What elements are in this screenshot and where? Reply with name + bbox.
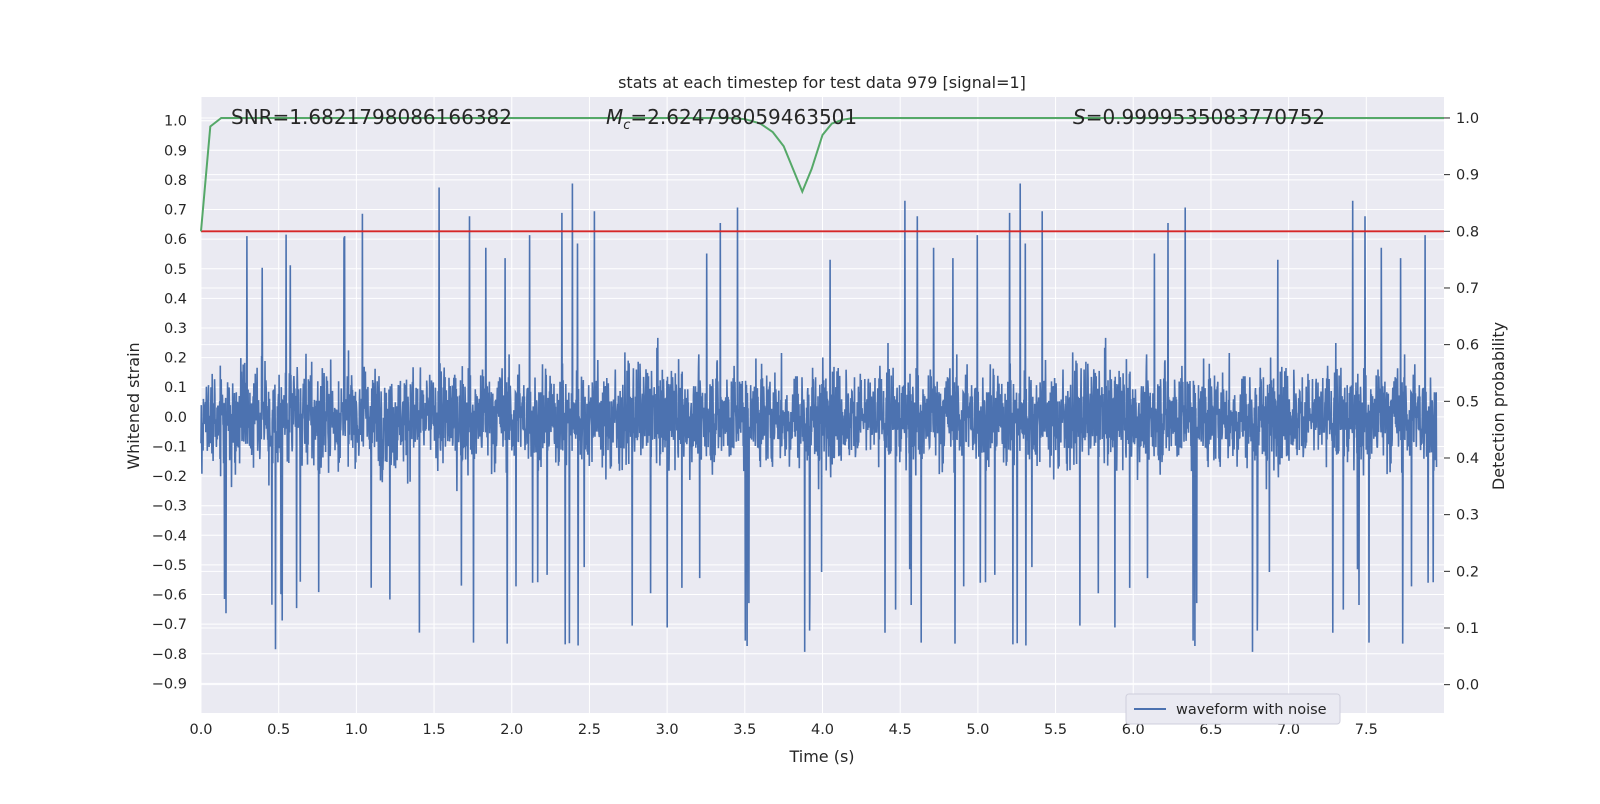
left-y-tick-label: 0.1 (164, 380, 187, 396)
x-tick-label: 6.0 (1122, 722, 1145, 738)
right-y-tick-label: 0.0 (1456, 678, 1479, 694)
left-y-tick-label: 0.5 (164, 262, 187, 278)
left-y-tick-label: 1.0 (164, 114, 187, 130)
score-annotation: S=0.9999535083770752 (1073, 105, 1325, 129)
chart-title: stats at each timestep for test data 979… (618, 73, 1026, 92)
left-y-tick-label: −0.7 (152, 617, 187, 633)
right-y-tick-label: 0.2 (1456, 564, 1479, 580)
right-y-tick-label: 0.3 (1456, 508, 1479, 524)
x-tick-label: 2.0 (500, 722, 523, 738)
right-y-tick-label: 0.7 (1456, 281, 1479, 297)
left-y-tick-labels: 1.0 0.9 0.8 0.7 0.6 0.5 0.4 0.3 0.2 0.1 0.0 −0.1 −0.… (152, 114, 187, 693)
right-y-tick-label: 0.8 (1456, 224, 1479, 240)
x-tick-label: 0.0 (189, 722, 212, 738)
left-y-tick-label: −0.1 (152, 439, 187, 455)
right-y-tick-label: 0.5 (1456, 394, 1479, 410)
x-tick-label: 0.5 (267, 722, 290, 738)
waveform-line (200, 183, 1438, 652)
left-y-tick-label: −0.5 (152, 558, 187, 574)
chirp-mass-symbol: M (606, 105, 623, 129)
x-tick-label: 6.5 (1199, 722, 1222, 738)
snr-annotation: SNR=1.6821798086166382 (231, 105, 512, 129)
x-tick-label: 5.5 (1044, 722, 1067, 738)
x-tick-label: 1.5 (423, 722, 446, 738)
x-tick-label: 7.0 (1277, 722, 1300, 738)
left-y-tick-label: 0.2 (164, 351, 187, 367)
x-tick-label: 7.5 (1355, 722, 1378, 738)
legend-label-waveform: waveform with noise (1176, 702, 1327, 718)
detection-probability-series (200, 117, 1444, 232)
score-symbol: S (1073, 105, 1086, 129)
x-tick-label: 1.0 (345, 722, 368, 738)
left-y-tick-label: 0.0 (164, 410, 187, 426)
left-y-tick-label: −0.4 (152, 528, 187, 544)
x-tick-label: 5.0 (966, 722, 989, 738)
x-tick-label: 4.0 (811, 722, 834, 738)
left-y-tick-label: 0.6 (164, 232, 187, 248)
left-y-tick-label: −0.8 (152, 647, 187, 663)
left-y-axis-label: Whitened strain (124, 342, 143, 469)
left-y-tick-label: 0.3 (164, 321, 187, 337)
chirp-mass-subscript: c (623, 118, 630, 133)
x-tick-label: 3.0 (656, 722, 679, 738)
chirp-mass-value: =2.624798059463501 (630, 105, 857, 129)
legend-box (1125, 693, 1341, 725)
legend: waveform with noise (1125, 693, 1341, 725)
right-y-tick-label: 1.0 (1456, 111, 1479, 127)
left-y-tick-label: −0.3 (152, 499, 187, 515)
right-y-tick-label: 0.1 (1456, 621, 1479, 637)
x-tick-label: 4.5 (889, 722, 912, 738)
x-tick-label: 2.5 (578, 722, 601, 738)
left-y-tick-label: 0.9 (164, 143, 187, 159)
right-y-tick-label: 0.4 (1456, 451, 1479, 467)
left-y-tick-label: −0.2 (152, 469, 187, 485)
score-value: =0.9999535083770752 (1086, 105, 1325, 129)
chirp-mass-annotation: Mc=2.624798059463501 (606, 105, 857, 133)
x-tick-labels: 0.0 0.5 1.0 1.5 2.0 2.5 3.0 3.5 4.0 4.5 5.0 5.5 6.0 6… (189, 722, 1377, 738)
x-tick-label: 3.5 (733, 722, 756, 738)
left-y-tick-label: 0.4 (164, 291, 187, 307)
right-y-tick-label: 0.9 (1456, 168, 1479, 184)
left-y-tick-label: −0.6 (152, 588, 187, 604)
right-y-axis-label: Detection probability (1489, 322, 1508, 490)
right-y-tick-labels: 1.0 0.9 0.8 0.7 0.6 0.5 0.4 0.3 0.2 0.1 0.0 (1444, 111, 1479, 694)
waveform-series (200, 183, 1438, 652)
right-y-tick-label: 0.6 (1456, 338, 1479, 354)
left-y-tick-label: 0.7 (164, 203, 187, 219)
left-y-tick-label: −0.9 (152, 676, 187, 692)
x-axis-label: Time (s) (788, 747, 854, 766)
left-y-tick-label: 0.8 (164, 173, 187, 189)
